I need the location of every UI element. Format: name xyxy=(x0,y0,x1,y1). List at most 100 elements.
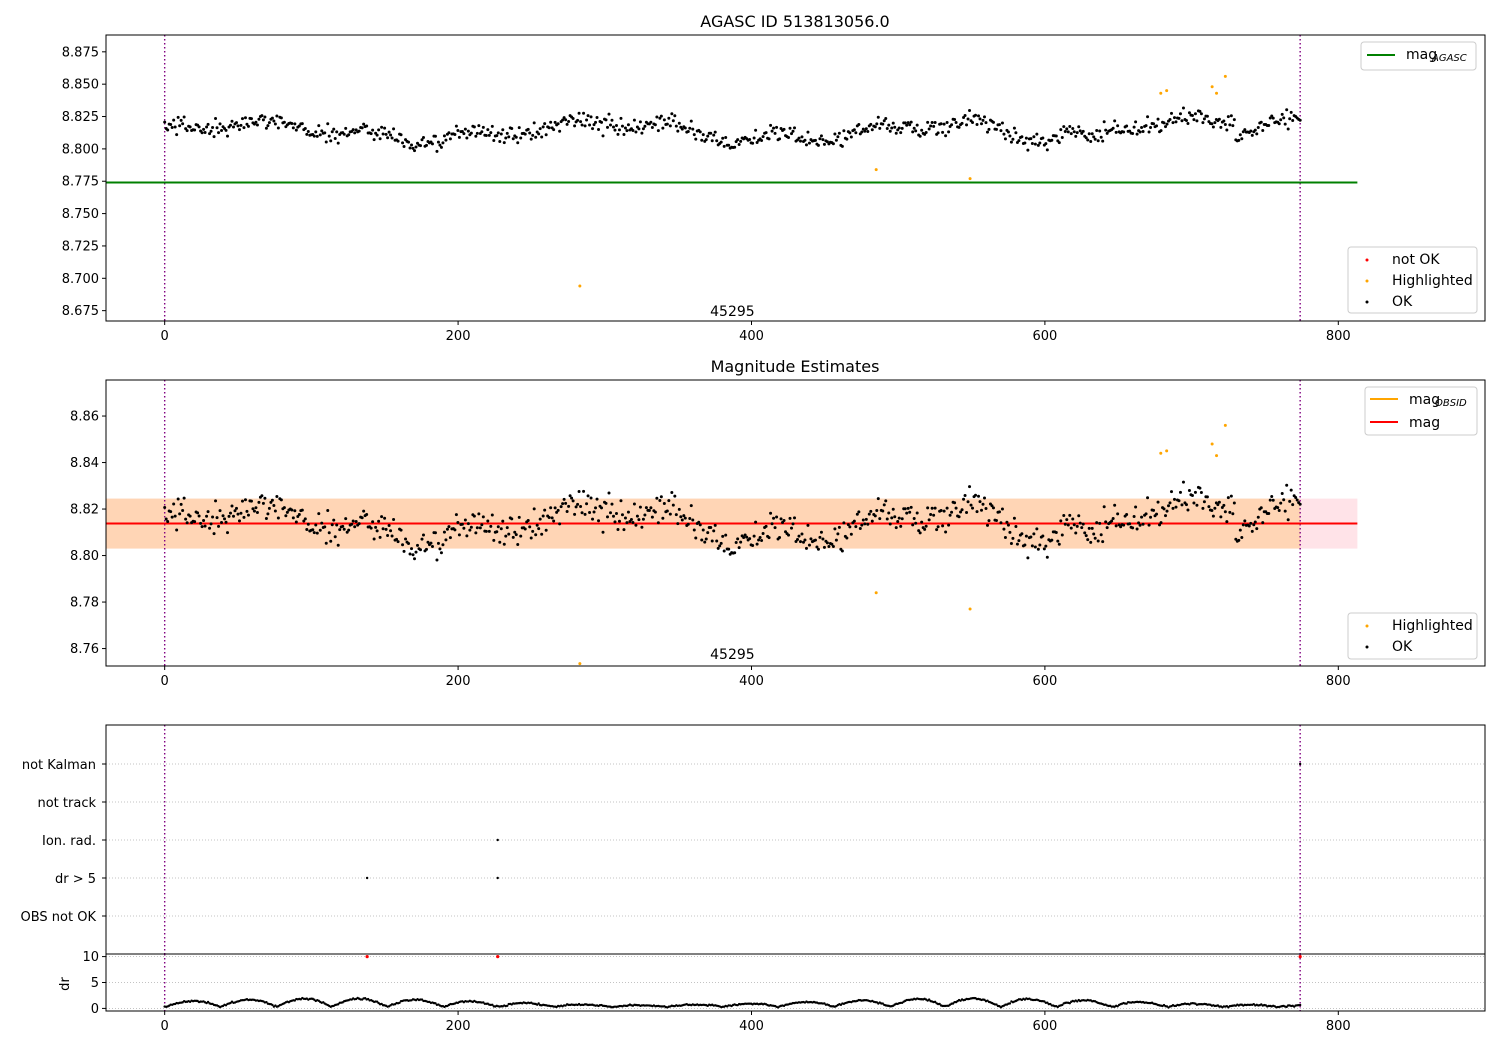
ok-point xyxy=(375,529,379,533)
ok-point xyxy=(466,129,470,133)
ok-point xyxy=(641,127,645,131)
dr-point xyxy=(1046,1001,1049,1004)
ok-point xyxy=(713,130,717,134)
magnitude-marker-legend: Highlighted OK xyxy=(1347,612,1478,660)
ok-point xyxy=(410,547,414,551)
x-tick-label: 400 xyxy=(739,329,764,344)
ok-point xyxy=(1141,129,1145,133)
ok-point xyxy=(514,533,518,537)
ok-point xyxy=(1045,555,1049,559)
ok-point xyxy=(1140,515,1144,519)
ok-point xyxy=(384,527,388,531)
ok-point xyxy=(1291,119,1295,123)
ok-point xyxy=(950,510,954,514)
ok-point xyxy=(1217,500,1221,504)
ok-point xyxy=(552,519,556,523)
ok-point xyxy=(1132,515,1136,519)
ok-point xyxy=(505,526,509,530)
ok-point xyxy=(906,506,910,510)
ok-point xyxy=(953,118,957,122)
ok-point xyxy=(567,504,571,508)
ok-point xyxy=(724,533,728,537)
highlighted-point xyxy=(1210,85,1214,89)
ok-point xyxy=(531,529,535,533)
ok-point xyxy=(208,132,212,136)
ok-point xyxy=(665,122,669,126)
ok-point xyxy=(239,123,243,127)
ok-point xyxy=(793,126,797,130)
ok-point xyxy=(1261,521,1265,525)
ok-point xyxy=(616,527,620,531)
ok-point xyxy=(1042,547,1046,551)
ok-point xyxy=(896,520,900,524)
ok-point xyxy=(1241,130,1245,134)
agasc-panel-title: AGASC ID 513813056.0 xyxy=(700,12,889,31)
ok-point xyxy=(170,515,174,519)
ok-point xyxy=(650,126,654,130)
ok-point xyxy=(779,517,783,521)
ok-point xyxy=(1213,121,1217,125)
ok-point xyxy=(691,127,695,131)
ok-point xyxy=(369,132,373,136)
ok-point xyxy=(377,519,381,523)
ok-point xyxy=(888,129,892,133)
ok-point xyxy=(1002,527,1006,531)
ok-point xyxy=(1250,529,1254,533)
ok-point xyxy=(1114,130,1118,134)
ok-point xyxy=(733,551,737,555)
ok-point xyxy=(982,496,986,500)
ok-point xyxy=(764,131,768,135)
ok-point xyxy=(1056,539,1060,543)
ok-point xyxy=(1075,131,1079,135)
ok-point xyxy=(965,510,969,514)
ok-point xyxy=(1270,494,1274,498)
dr-clipped-point xyxy=(365,954,369,959)
ok-point xyxy=(840,144,844,148)
ok-point xyxy=(866,522,870,526)
ok-point xyxy=(635,514,639,518)
dr-point xyxy=(927,998,931,1001)
ok-point xyxy=(715,539,719,543)
ok-point xyxy=(163,120,167,124)
ok-point xyxy=(338,528,342,532)
ok-point xyxy=(969,503,973,507)
ok-point xyxy=(413,557,417,561)
ok-point xyxy=(236,512,240,516)
ok-point xyxy=(597,519,601,523)
ok-point xyxy=(176,115,180,119)
ok-point xyxy=(953,501,957,505)
ok-point xyxy=(1003,137,1007,141)
ok-point xyxy=(453,133,457,137)
ok-point xyxy=(185,129,189,133)
ok-point xyxy=(857,123,861,127)
ok-point xyxy=(172,502,176,506)
ok-point xyxy=(294,128,298,132)
ok-point xyxy=(1190,113,1194,117)
ok-point xyxy=(324,140,328,144)
ok-point xyxy=(893,125,897,129)
ok-point xyxy=(1267,512,1271,516)
ok-point xyxy=(1238,133,1242,137)
dr-point xyxy=(293,999,297,1002)
ok-point xyxy=(567,119,571,123)
ok-point xyxy=(689,119,693,123)
ok-point xyxy=(1068,513,1072,517)
ok-point xyxy=(638,120,642,124)
ok-point xyxy=(317,512,321,516)
ok-point xyxy=(801,540,805,544)
ok-point xyxy=(185,521,189,525)
ok-point xyxy=(532,507,536,511)
ok-point xyxy=(1187,489,1191,493)
dr-panel: 0 200 400 600 800 0 5 10 dr xyxy=(58,950,1486,1034)
ok-point xyxy=(519,534,523,538)
ok-point xyxy=(1144,512,1148,516)
ok-point xyxy=(290,508,294,512)
highlighted-point xyxy=(1165,449,1169,453)
ok-point xyxy=(706,531,710,535)
ok-point xyxy=(342,527,346,531)
ok-point xyxy=(499,132,503,136)
ok-point xyxy=(457,135,461,139)
ok-point xyxy=(236,124,240,128)
ok-point xyxy=(1184,503,1188,507)
ok-point xyxy=(650,515,654,519)
